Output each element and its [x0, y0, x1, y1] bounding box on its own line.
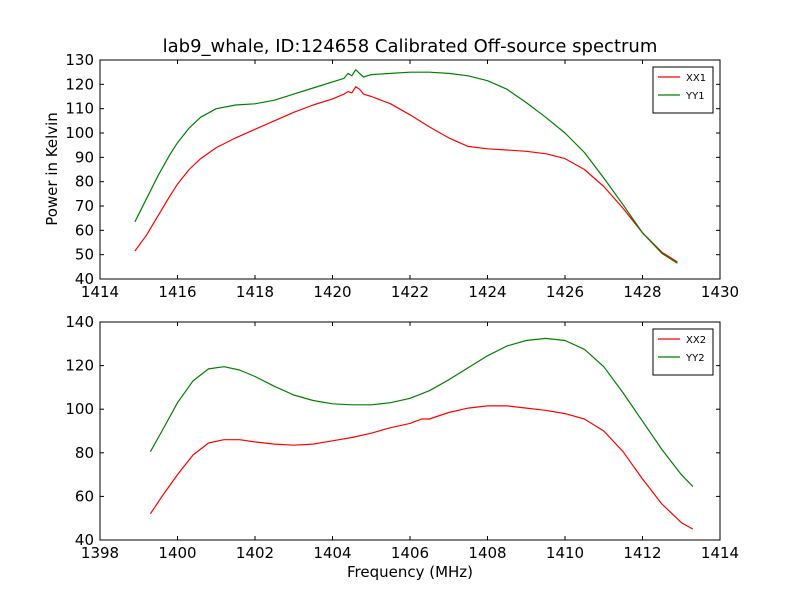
y-tick-label: 120 [65, 75, 94, 93]
y-tick-label: 90 [75, 148, 94, 166]
y-tick-label: 100 [65, 124, 94, 142]
plot-area [100, 322, 720, 540]
x-tick-label: 1418 [236, 283, 274, 301]
x-tick-label: 1420 [313, 283, 351, 301]
y-tick-label: 80 [75, 173, 94, 191]
y-tick-label: 60 [75, 487, 94, 505]
y-tick-label: 40 [75, 531, 94, 549]
y-tick-label: 40 [75, 270, 94, 288]
x-tick-label: 1408 [468, 544, 506, 562]
x-tick-label: 1416 [158, 283, 196, 301]
y-tick-label: 100 [65, 400, 94, 418]
legend-label-xx2: XX2 [686, 335, 706, 346]
y-tick-label: 130 [65, 51, 94, 69]
x-tick-label: 1404 [313, 544, 351, 562]
x-tick-label: 1424 [468, 283, 506, 301]
chart-title: lab9_whale, ID:124658 Calibrated Off-sou… [163, 36, 658, 57]
legend: XX2 YY2 [652, 328, 714, 376]
x-tick-label: 1426 [546, 283, 584, 301]
x-tick-label: 1414 [701, 544, 739, 562]
legend-label-yy2: YY2 [685, 353, 705, 364]
x-tick-label: 1430 [701, 283, 739, 301]
y-tick-label: 110 [65, 100, 94, 118]
y-tick-label: 60 [75, 221, 94, 239]
legend-box [652, 66, 714, 114]
x-tick-label: 1406 [391, 544, 429, 562]
series-line-yy1 [134, 69, 678, 264]
y-tick-label: 120 [65, 357, 94, 375]
bottom-subplot: 1398 1400 1402 1404 1406 1408 1410 1412 1414 40 60… [65, 313, 739, 562]
plot-area [100, 60, 720, 279]
x-tick-label: 1402 [236, 544, 274, 562]
x-axis-label-bottom: Frequency (MHz) [347, 563, 473, 581]
x-tick-label: 1412 [623, 544, 661, 562]
legend-label-xx1: XX1 [686, 73, 706, 84]
x-tick-label: 1428 [623, 283, 661, 301]
legend: XX1 YY1 [652, 66, 714, 114]
x-tick-label: 1414 [81, 283, 119, 301]
x-tick-label: 1410 [546, 544, 584, 562]
y-tick-label: 80 [75, 444, 94, 462]
legend-label-yy1: YY1 [685, 91, 705, 102]
series-line-xx2 [149, 405, 694, 530]
y-tick-label: 70 [75, 197, 94, 215]
x-tick-label: 1422 [391, 283, 429, 301]
top-subplot: 1414 1416 1418 1420 1422 1424 1426 1428 1430 40 50… [65, 51, 739, 301]
y-axis-label-top: Power in Kelvin [43, 112, 61, 226]
x-tick-label: 1398 [81, 544, 119, 562]
y-tick-label: 140 [65, 313, 94, 331]
legend-box [652, 328, 714, 376]
series-line-yy2 [149, 337, 694, 488]
y-tick-label: 50 [75, 246, 94, 264]
x-tick-label: 1400 [158, 544, 196, 562]
series-line-xx1 [134, 86, 678, 263]
